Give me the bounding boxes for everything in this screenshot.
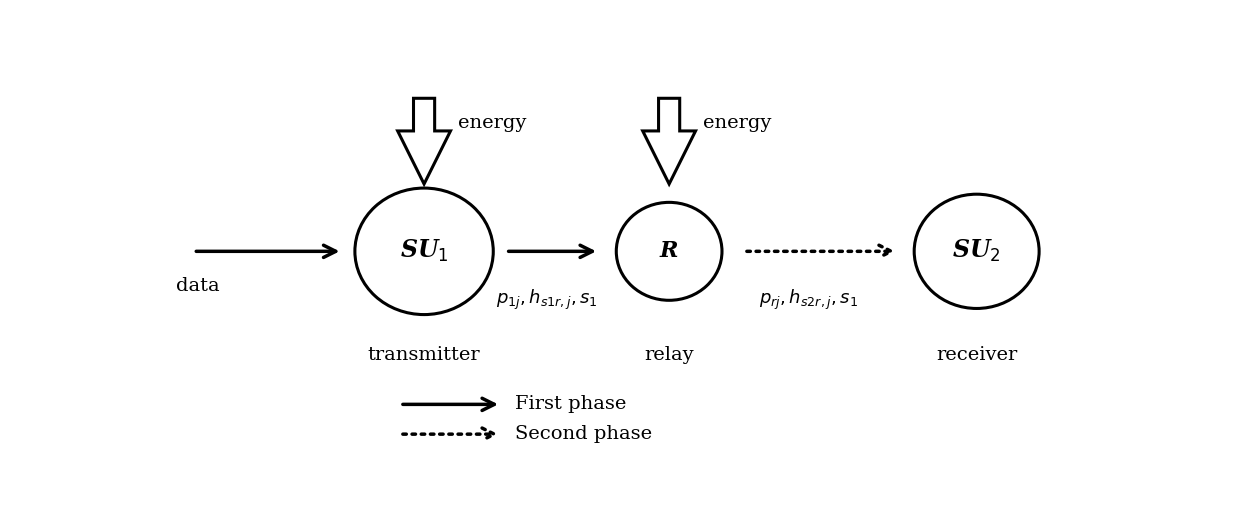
Text: $p_{1j},h_{s1r,j},s_1$: $p_{1j},h_{s1r,j},s_1$ — [496, 288, 598, 312]
Text: data: data — [176, 277, 219, 295]
Text: SU$_2$: SU$_2$ — [952, 238, 1001, 264]
Text: R: R — [660, 240, 678, 262]
Text: First phase: First phase — [516, 395, 626, 413]
Text: transmitter: transmitter — [368, 347, 480, 365]
FancyArrow shape — [642, 98, 696, 184]
Text: relay: relay — [645, 347, 694, 365]
Text: $p_{rj},h_{s2r,j},s_1$: $p_{rj},h_{s2r,j},s_1$ — [759, 288, 858, 312]
Text: SU$_1$: SU$_1$ — [399, 238, 449, 264]
Text: energy: energy — [458, 114, 526, 132]
Text: receiver: receiver — [936, 347, 1017, 365]
FancyArrow shape — [398, 98, 450, 184]
Text: Second phase: Second phase — [516, 425, 652, 443]
Text: energy: energy — [703, 114, 771, 132]
